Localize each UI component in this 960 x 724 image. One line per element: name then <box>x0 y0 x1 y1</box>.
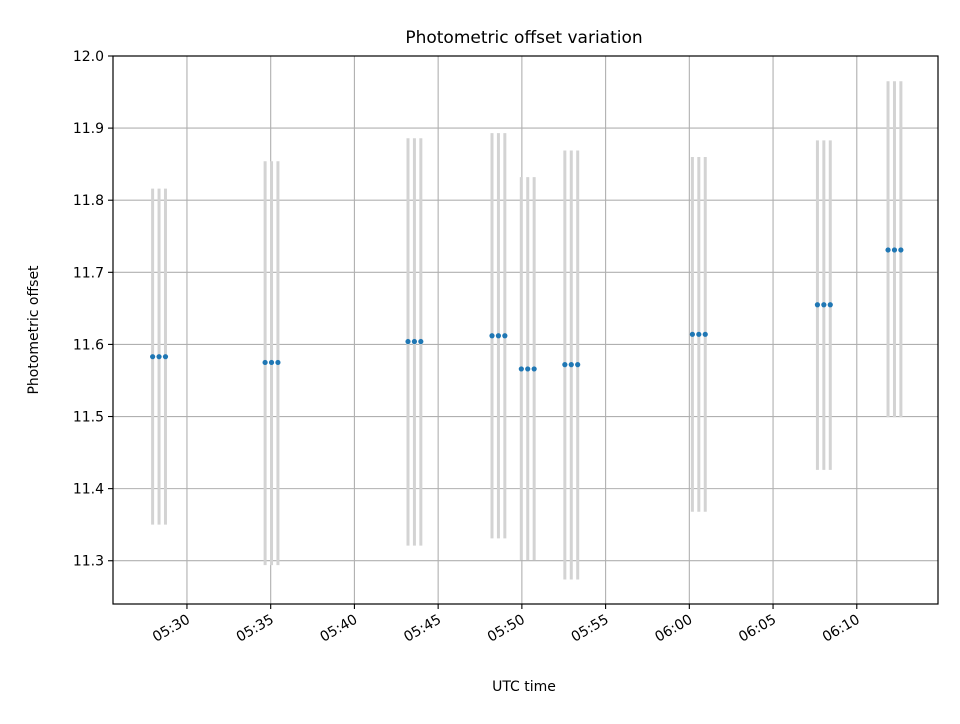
data-point <box>891 247 898 253</box>
grid-layer <box>113 55 938 604</box>
y-tick-label: 11.4 <box>73 482 104 498</box>
data-point <box>162 354 169 360</box>
data-point <box>262 359 268 366</box>
data-point <box>696 331 702 337</box>
data-point <box>898 247 904 253</box>
y-tick-label: 11.5 <box>73 410 104 426</box>
data-point <box>827 302 833 308</box>
plot-frame <box>112 55 939 605</box>
data-point <box>411 338 418 345</box>
data-point <box>562 362 568 368</box>
data-point <box>405 338 411 345</box>
y-tick-label: 11.8 <box>73 193 104 209</box>
data-point <box>275 359 281 366</box>
y-tick-label: 11.3 <box>73 554 104 570</box>
y-axis-ticks: 11.3 11.4 11.5 11.6 11.7 11.8 11.9 12.0 <box>73 49 113 570</box>
data-point <box>575 362 581 368</box>
data-point <box>518 366 524 372</box>
data-point <box>568 362 574 368</box>
data-point <box>525 366 531 372</box>
data-point <box>814 302 821 308</box>
point-layer <box>150 247 904 372</box>
data-point <box>489 333 495 339</box>
data-point <box>702 331 708 337</box>
data-point <box>885 247 891 253</box>
y-tick-label: 12.0 <box>73 49 104 65</box>
data-point <box>502 333 508 339</box>
data-point <box>150 354 156 360</box>
data-point <box>689 331 695 337</box>
chart-title: Photometric offset variation <box>405 28 642 48</box>
y-tick-label: 11.9 <box>73 121 104 137</box>
data-point <box>156 354 162 360</box>
data-point <box>821 302 827 308</box>
data-point <box>268 359 275 366</box>
y-axis-label: Photometric offset <box>26 265 42 395</box>
x-axis-label: UTC time <box>492 679 556 695</box>
y-tick-label: 11.7 <box>73 265 104 281</box>
data-point <box>531 366 537 372</box>
data-point <box>495 333 502 339</box>
y-tick-label: 11.6 <box>73 337 104 353</box>
data-point <box>418 338 424 345</box>
